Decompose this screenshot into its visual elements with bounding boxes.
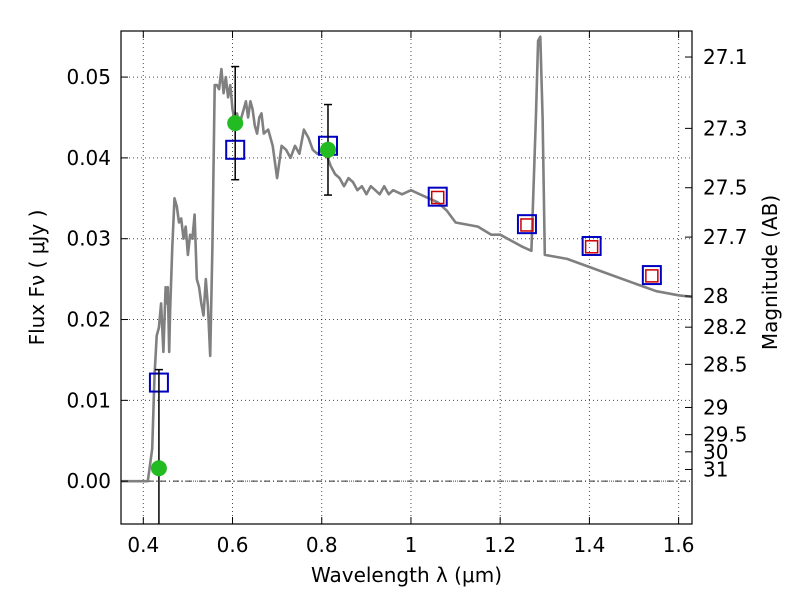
y2-axis-label: Magnitude (AB) (758, 195, 782, 350)
y2-tick-label: 28.2 (703, 315, 748, 339)
y-tick-label: 0.02 (66, 308, 111, 332)
plot-frame (120, 30, 693, 525)
observed-flux-point (319, 141, 336, 158)
y2-tick-label: 28 (703, 284, 728, 308)
x-tick-label: 1.2 (484, 533, 516, 557)
model-photometry-square (641, 265, 662, 286)
x-tick-label: 1.4 (573, 533, 605, 557)
x-tick-label: 0.6 (217, 533, 249, 557)
model-sed-line (121, 35, 693, 483)
y2-tick-label: 29.5 (703, 423, 748, 447)
y2-tick-label: 29 (703, 395, 728, 419)
y-tick-label: 0.04 (66, 146, 111, 170)
model-photometry-square (427, 186, 448, 207)
observed-flux-square (520, 218, 534, 232)
observed-flux-point (227, 115, 244, 132)
y2-tick-label: 27.1 (703, 45, 748, 69)
y2-tick-label: 27.3 (703, 116, 748, 140)
x-axis-label: Wavelength λ (μm) (311, 563, 502, 587)
y2-tick-label: 31 (703, 457, 728, 481)
observed-flux-square (430, 190, 445, 205)
x-tick-label: 1.6 (663, 533, 695, 557)
y-tick-label: 0.00 (66, 469, 111, 493)
observed-flux-square (645, 269, 659, 283)
y2-tick-label: 30 (703, 440, 728, 464)
grid-layer (121, 31, 692, 524)
y-tick-label: 0.03 (66, 227, 111, 251)
y2-tick-label: 27.7 (703, 225, 748, 249)
model-photometry-square (581, 235, 602, 256)
x-tick-label: 0.8 (306, 533, 338, 557)
x-tick-label: 0.4 (127, 533, 159, 557)
observed-flux-square (584, 240, 599, 254)
y-tick-label: 0.05 (66, 65, 111, 89)
y-axis-label: Flux Fν ( μJy ) (25, 210, 49, 346)
observed-flux-point (150, 460, 167, 477)
model-photometry-square (516, 214, 537, 235)
ticks-layer: 0.4 0.6 0.8 1 1.2 1.4 1.6 0.00 0.01 0.02 0.03 0.04 0… (66, 31, 748, 557)
y2-tick-label: 27.5 (703, 176, 748, 200)
x-tick-label: 1 (405, 533, 418, 557)
y2-tick-label: 28.5 (703, 352, 748, 376)
y-tick-label: 0.01 (66, 388, 111, 412)
series-layer (121, 35, 693, 524)
